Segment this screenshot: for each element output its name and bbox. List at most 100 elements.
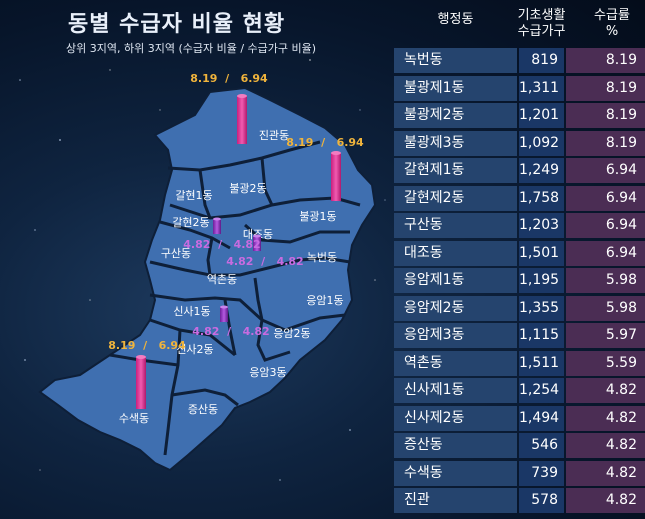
page-subtitle: 상위 3지역, 하위 3지역 (수급자 비율 / 수급가구 비율) bbox=[66, 42, 317, 55]
table-row: 수색동 739 4.82 bbox=[394, 460, 645, 486]
rate-bar-bulgwang1 bbox=[331, 151, 341, 201]
cell-district-name: 진관 bbox=[394, 488, 517, 513]
district-label-eungam2: 응암2동 bbox=[273, 327, 310, 340]
cell-households: 1,249 bbox=[519, 158, 564, 183]
cell-district-name: 증산동 bbox=[394, 433, 517, 458]
table-row: 불광제1동 1,311 8.19 bbox=[394, 75, 645, 101]
district-label-bulgwang1: 불광1동 bbox=[299, 210, 336, 223]
cell-district-name: 녹번동 bbox=[394, 48, 517, 73]
district-label-yeokchon: 역촌동 bbox=[207, 273, 237, 286]
value-label-susaek: 8.19 / 6.94 bbox=[108, 339, 186, 352]
cell-rate: 4.82 bbox=[566, 488, 645, 513]
cell-households: 1,254 bbox=[519, 378, 564, 403]
cell-households: 1,355 bbox=[519, 295, 564, 321]
district-label-jeungsan: 증산동 bbox=[188, 403, 218, 416]
table-row: 불광제3동 1,092 8.19 bbox=[394, 130, 645, 156]
district-label-sinsa1: 신사1동 bbox=[173, 305, 210, 318]
cell-rate: 6.94 bbox=[566, 240, 645, 266]
rate-bar-galhyeon2 bbox=[213, 217, 221, 234]
cell-households: 546 bbox=[519, 433, 564, 458]
cell-district-name: 응암제1동 bbox=[394, 268, 517, 293]
cell-rate: 5.59 bbox=[566, 350, 645, 376]
table-row: 증산동 546 4.82 bbox=[394, 433, 645, 458]
cell-households: 819 bbox=[519, 48, 564, 73]
rate-bar-jingwan bbox=[237, 94, 247, 144]
table-row: 갈현제2동 1,758 6.94 bbox=[394, 185, 645, 211]
cell-households: 1,201 bbox=[519, 103, 564, 128]
cell-rate: 4.82 bbox=[566, 433, 645, 458]
district-label-eungam3: 응암3동 bbox=[249, 366, 286, 379]
cell-households: 1,501 bbox=[519, 240, 564, 266]
cell-district-name: 역촌동 bbox=[394, 350, 517, 376]
cell-rate: 4.82 bbox=[566, 378, 645, 403]
table-row: 갈현제1동 1,249 6.94 bbox=[394, 158, 645, 183]
cell-rate: 8.19 bbox=[566, 103, 645, 128]
cell-rate: 5.98 bbox=[566, 268, 645, 293]
cell-rate: 5.97 bbox=[566, 323, 645, 348]
district-map: 진관동 갈현1동 불광2동 갈현2동 대조동 불광1동 구산동 녹번동 역촌동 … bbox=[38, 72, 377, 472]
cell-rate: 5.98 bbox=[566, 295, 645, 321]
cell-rate: 6.94 bbox=[566, 213, 645, 238]
cell-district-name: 응암제2동 bbox=[394, 295, 517, 321]
rate-bar-daejo bbox=[253, 234, 261, 251]
cell-rate: 8.19 bbox=[566, 75, 645, 101]
header-households-line2: 수급가구 bbox=[517, 24, 566, 39]
district-label-daejo: 대조동 bbox=[243, 228, 273, 241]
district-label-jingwan: 진관동 bbox=[259, 129, 289, 142]
cell-district-name: 갈현제1동 bbox=[394, 158, 517, 183]
cell-households: 1,092 bbox=[519, 130, 564, 156]
cell-district-name: 갈현제2동 bbox=[394, 185, 517, 211]
cell-rate: 6.94 bbox=[566, 158, 645, 183]
cell-district-name: 불광제1동 bbox=[394, 75, 517, 101]
table-row: 구산동 1,203 6.94 bbox=[394, 213, 645, 238]
cell-district-name: 불광제2동 bbox=[394, 103, 517, 128]
cell-district-name: 불광제3동 bbox=[394, 130, 517, 156]
cell-rate: 8.19 bbox=[566, 130, 645, 156]
table-row: 진관 578 4.82 bbox=[394, 488, 645, 513]
cell-households: 578 bbox=[519, 488, 564, 513]
value-label-bulgwang1: 8.19 / 6.94 bbox=[286, 136, 364, 149]
cell-rate: 8.19 bbox=[566, 48, 645, 73]
table-row: 역촌동 1,511 5.59 bbox=[394, 350, 645, 376]
cell-rate: 4.82 bbox=[566, 460, 645, 486]
header-rate-line1: 수급률 bbox=[594, 8, 630, 23]
table-header: 행정동 기초생활 수급가구 수급률 % bbox=[394, 0, 645, 44]
cell-households: 1,494 bbox=[519, 405, 564, 431]
cell-district-name: 수색동 bbox=[394, 460, 517, 486]
value-label-daejo: 4.82 / 4.82 bbox=[226, 255, 303, 268]
cell-households: 739 bbox=[519, 460, 564, 486]
cell-households: 1,758 bbox=[519, 185, 564, 211]
district-label-galhyeon1: 갈현1동 bbox=[175, 188, 212, 202]
district-label-sinsa2: 신사2동 bbox=[176, 343, 213, 356]
cell-households: 1,511 bbox=[519, 350, 564, 376]
table-row: 응암제3동 1,115 5.97 bbox=[394, 323, 645, 348]
header-district: 행정동 bbox=[437, 12, 474, 27]
cell-rate: 4.82 bbox=[566, 405, 645, 431]
district-label-susaek: 수색동 bbox=[119, 412, 149, 425]
header-rate-line2: % bbox=[605, 24, 619, 39]
table-row: 불광제2동 1,201 8.19 bbox=[394, 103, 645, 128]
cell-district-name: 대조동 bbox=[394, 240, 517, 266]
cell-households: 1,203 bbox=[519, 213, 564, 238]
cell-district-name: 구산동 bbox=[394, 213, 517, 238]
cell-households: 1,311 bbox=[519, 75, 564, 101]
header-households-line1: 기초생활 bbox=[517, 8, 566, 23]
district-label-nokbeon: 녹번동 bbox=[307, 251, 337, 264]
cell-households: 1,115 bbox=[519, 323, 564, 348]
table-row: 신사제1동 1,254 4.82 bbox=[394, 378, 645, 403]
cell-district-name: 응암제3동 bbox=[394, 323, 517, 348]
table-row: 응암제2동 1,355 5.98 bbox=[394, 295, 645, 321]
table-row: 녹번동 819 8.19 bbox=[394, 48, 645, 73]
value-label-jingwan: 8.19 / 6.94 bbox=[190, 72, 268, 85]
map-outline bbox=[38, 86, 377, 472]
district-label-bulgwang2: 불광2동 bbox=[229, 182, 266, 195]
district-label-eungam1: 응암1동 bbox=[306, 294, 343, 307]
table-row: 응암제1동 1,195 5.98 bbox=[394, 268, 645, 293]
district-label-gusan: 구산동 bbox=[161, 247, 191, 260]
value-label-sinsa1: 4.82 / 4.82 bbox=[192, 325, 269, 338]
table-row: 대조동 1,501 6.94 bbox=[394, 240, 645, 266]
value-label-galhyeon2: 4.82 / 4.82 bbox=[183, 238, 260, 251]
cell-households: 1,195 bbox=[519, 268, 564, 293]
rate-bar-susaek bbox=[136, 355, 146, 409]
